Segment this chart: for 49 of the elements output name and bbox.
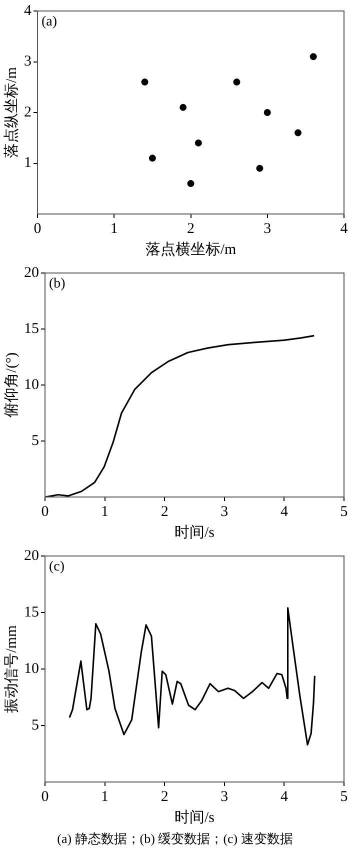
x-tick-label: 3 [264,220,272,237]
point [310,53,317,60]
y-tick-label: 1 [24,155,32,172]
x-tick-label: 2 [160,788,168,805]
y-axis-title: 俯仰角/(°) [2,352,20,418]
x-axis-title: 时间/s [174,524,215,541]
x-tick-label: 0 [34,220,42,237]
point [264,109,271,116]
x-tick-label: 0 [41,504,49,520]
point [256,164,264,172]
x-tick-label: 0 [41,788,49,805]
x-tick-label: 1 [110,220,118,237]
point [141,78,148,86]
point [180,104,187,111]
x-tick-label: 2 [187,220,194,237]
y-tick-label: 5 [32,432,39,449]
chart-title: (c) [49,560,65,575]
y-tick-label: 10 [24,660,39,677]
chart-title: (b) [49,276,66,292]
y-tick-label: 20 [24,264,39,281]
x-axis-title: 时间/s [174,808,215,826]
y-axis-title: 落点纵坐标/m [2,66,20,158]
point [148,154,156,162]
y-axis-title: 振动信号/mm [2,624,20,713]
chart-title: (a) [42,14,58,30]
text: (a) 静态数据；(b) 缓变数据；(c) 速变数据 [56,830,294,848]
x-tick-label: 2 [160,504,168,520]
y-tick-label: 3 [24,54,32,70]
x-tick-label: 1 [101,504,109,520]
x-tick-label: 1 [101,788,109,805]
point [233,78,240,86]
y-tick-label: 15 [24,320,39,337]
x-tick-label: 5 [340,504,348,520]
x-tick-label: 4 [340,220,348,237]
y-tick-label: 10 [24,376,39,393]
y-tick-label: 5 [32,717,39,734]
x-tick-label: 3 [220,504,228,520]
y-tick-label: 4 [24,2,32,19]
point [294,129,302,136]
x-tick-label: 4 [280,788,288,805]
y-tick-label: 20 [24,548,39,564]
x-tick-label: 5 [340,788,348,805]
y-tick-label: 15 [24,604,39,620]
y-tick-label: 2 [24,104,32,120]
x-tick-label: 3 [220,788,228,805]
x-tick-label: 4 [280,504,288,520]
point [194,139,202,146]
x-axis-title: 落点横坐标/m [145,240,236,258]
point [187,180,194,188]
